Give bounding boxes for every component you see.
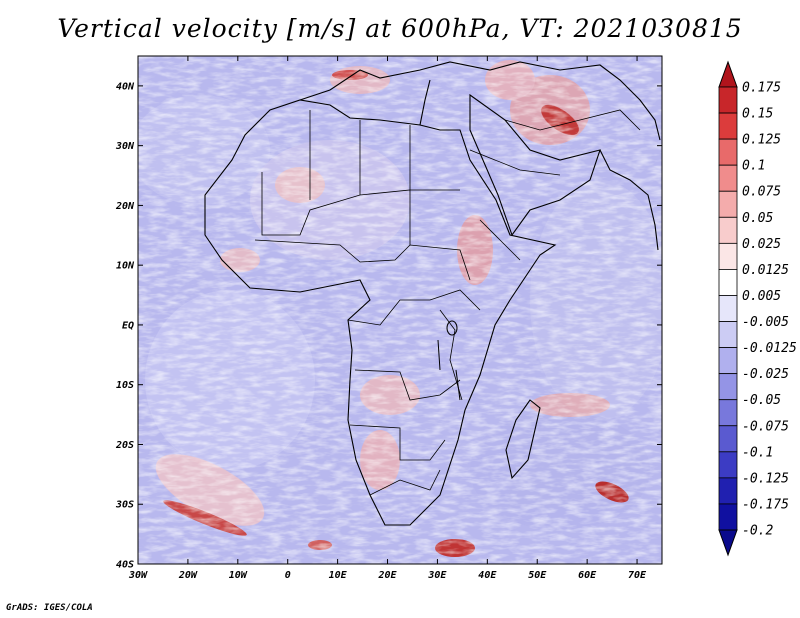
colorbar-level-label: -0.175 (742, 497, 789, 512)
colorbar-level-label: -0.025 (742, 367, 789, 382)
y-tick-label: 40S (116, 560, 134, 571)
x-tick-label: 10W (229, 570, 248, 581)
colorbar-swatch (718, 425, 738, 453)
x-tick-label: 10E (329, 570, 348, 581)
colorbar-level-label: 0.05 (742, 211, 773, 226)
country-borders (254, 109, 641, 496)
y-tick-label: 10N (116, 261, 135, 272)
latitude-axis: 40N 30N 20N 10N EQ 10S 20S 30S 40S (115, 81, 662, 571)
x-tick-label: 0 (285, 570, 291, 581)
colorbar-swatch (718, 295, 738, 322)
colorbar-swatch (718, 451, 738, 479)
arabian-peninsula-coastline (469, 93, 601, 237)
colorbar-level-label: 0.005 (742, 289, 781, 304)
grads-credit: GrADS: IGES/COLA (6, 603, 93, 613)
madagascar-coastline (505, 399, 541, 480)
x-tick-label: 70E (628, 570, 647, 581)
colorbar-level-label: 0.15 (742, 107, 773, 122)
colorbar-level-label: -0.0125 (742, 341, 797, 356)
x-tick-label: 30E (427, 570, 447, 581)
colorbar-swatch (718, 477, 738, 505)
colorbar-level-label: -0.005 (742, 315, 789, 330)
colorbar-top-arrow (718, 60, 738, 88)
x-tick-label: 60E (578, 570, 597, 581)
x-tick-label: 50E (528, 570, 547, 581)
colorbar-level-label: 0.125 (742, 133, 781, 148)
colorbar-swatch (718, 321, 738, 348)
colorbar-swatch (718, 190, 738, 218)
colorbar-swatch (718, 164, 738, 192)
colorbar-swatch (718, 269, 738, 296)
colorbar-level-label: 0.1 (742, 159, 765, 174)
colorbar-level-label: 0.175 (742, 81, 781, 96)
longitude-axis: 30W 20W 10W 0 10E 20E 30E 40E 50E 60E 70E (128, 56, 647, 581)
colorbar-swatch (718, 399, 738, 427)
great-lakes (437, 320, 461, 401)
x-tick-label: 20W (178, 570, 198, 581)
colorbar-swatch (718, 216, 738, 244)
colorbar-swatch (718, 86, 738, 114)
plot-frame (137, 55, 663, 565)
coastlines (204, 61, 661, 526)
colorbar-level-label: 0.025 (742, 237, 781, 252)
colorbar-level-label: 0.075 (742, 185, 781, 200)
y-tick-label: 40N (116, 81, 135, 92)
colorbar-swatch (718, 503, 738, 531)
colorbar: 0.175 0.15 0.125 0.1 0.075 0.05 0.025 0.0125 0.0… (718, 60, 797, 557)
x-tick-label: 30W (128, 570, 148, 581)
y-tick-label: 10S (116, 380, 134, 391)
y-tick-label: 20N (115, 201, 135, 212)
y-tick-label: 20S (115, 440, 134, 451)
colorbar-level-label: 0.0125 (742, 263, 789, 278)
x-tick-label: 20E (377, 570, 397, 581)
africa-coastline (204, 99, 557, 526)
colorbar-level-label: -0.05 (742, 393, 781, 408)
colorbar-swatch (718, 138, 738, 166)
colorbar-level-label: -0.075 (742, 419, 789, 434)
velocity-field (138, 56, 662, 564)
y-tick-label: 30N (115, 141, 135, 152)
colorbar-level-label: -0.125 (742, 471, 789, 486)
y-tick-label: EQ (122, 320, 134, 331)
colorbar-bottom-arrow (718, 529, 738, 557)
x-tick-label: 40E (478, 570, 497, 581)
colorbar-swatch (718, 373, 738, 401)
south-asia-coastline (599, 149, 659, 251)
map-title: Vertical velocity [m/s] at 600hPa, VT: 2… (57, 14, 743, 43)
colorbar-swatch (718, 242, 738, 270)
eurasia-coastline (299, 61, 661, 141)
colorbar-swatch (718, 347, 738, 375)
y-tick-label: 30S (115, 500, 134, 511)
colorbar-swatch (718, 112, 738, 140)
colorbar-level-label: -0.1 (742, 445, 773, 460)
colorbar-level-label: -0.2 (742, 524, 773, 539)
